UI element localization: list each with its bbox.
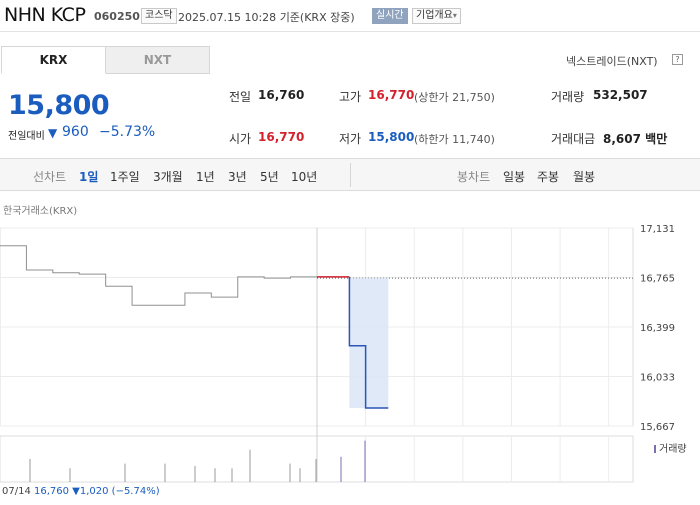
tab-nxt[interactable]: NXT: [105, 46, 210, 74]
price-chart[interactable]: 17,13116,76516,39916,03315,66707/1407/15…: [0, 215, 700, 483]
chart-toolbar: 선차트 1일 1주일 3개월 1년 3년 5년 10년 봉차트 일봉 주봉 월봉: [0, 158, 700, 191]
y-tick-label: 16,033: [640, 373, 675, 384]
y-tick-label: 17,131: [640, 224, 675, 235]
timestamp-basis: 기준(KRX 장중): [279, 11, 355, 24]
volume-legend-label: 거래량: [659, 443, 687, 455]
candle-weekly[interactable]: 주봉: [537, 170, 560, 184]
amount-number: 8,607: [603, 132, 641, 146]
volume-label: 거래량: [551, 90, 585, 104]
range-3y[interactable]: 3년: [228, 170, 247, 184]
y-tick-label: 15,667: [640, 422, 675, 433]
amount-unit: 백만: [645, 132, 668, 146]
current-price: 15,800: [8, 90, 110, 121]
timestamp-value: 2025.07.15 10:28: [178, 11, 277, 24]
amount-label: 거래대금: [551, 132, 596, 146]
footer-date: 07/14: [2, 486, 31, 497]
candle-chart-label[interactable]: 봉차트: [457, 170, 491, 184]
tab-krx[interactable]: KRX: [1, 46, 106, 74]
range-1d[interactable]: 1일: [79, 170, 99, 184]
prev-day-series: [0, 245, 317, 306]
chevron-down-icon: ▾: [452, 11, 457, 20]
y-tick-label: 16,399: [640, 323, 675, 334]
range-10y[interactable]: 10년: [291, 170, 318, 184]
range-1w[interactable]: 1주일: [110, 170, 140, 184]
today-series: [348, 276, 389, 409]
change-percent: −5.73%: [99, 124, 156, 140]
company-name: NHN KCP: [4, 4, 86, 26]
range-3m[interactable]: 3개월: [153, 170, 183, 184]
market-badge: 코스닥: [141, 8, 177, 24]
open-label: 시가: [229, 132, 252, 146]
open-value: 16,770: [258, 130, 305, 144]
volume-value: 532,507: [593, 88, 648, 102]
upper-limit: (상한가 21,750): [414, 91, 495, 104]
high-label: 고가: [339, 90, 362, 104]
range-1y[interactable]: 1년: [196, 170, 215, 184]
candle-daily[interactable]: 일봉: [503, 170, 526, 184]
low-label: 저가: [339, 132, 362, 146]
lower-limit: (하한가 11,740): [414, 133, 495, 146]
range-5y[interactable]: 5년: [260, 170, 279, 184]
stock-header: NHN KCP 060250 코스닥 2025.07.15 10:28 기준(K…: [0, 0, 700, 32]
help-icon[interactable]: ?: [672, 54, 683, 65]
prev-close-value: 16,760: [258, 88, 305, 102]
decline-fill: [349, 278, 389, 409]
chart-source: 한국거래소(KRX): [3, 206, 78, 217]
stock-code: 060250: [94, 10, 140, 23]
nextrade-link[interactable]: 넥스트레이드(NXT): [566, 55, 658, 68]
realtime-badge[interactable]: 실시간: [372, 8, 408, 24]
line-chart-label[interactable]: 선차트: [33, 170, 67, 184]
company-info-button[interactable]: 기업개요▾: [412, 8, 461, 24]
amount-value: 8,607 백만: [603, 130, 667, 147]
change-label: 전일대비: [8, 131, 45, 142]
high-value: 16,770: [368, 88, 415, 102]
change-value: 960: [62, 124, 89, 140]
company-info-label: 기업개요: [416, 10, 453, 21]
y-tick-label: 16,765: [640, 274, 675, 285]
volume-legend-swatch: [654, 445, 656, 453]
prev-close-label: 전일: [229, 90, 252, 104]
low-value: 15,800: [368, 130, 415, 144]
down-arrow-icon: ▼: [48, 126, 58, 140]
footer-prev-day-info: 16,760 ▼1,020 (−5.74%): [34, 486, 160, 497]
candle-monthly[interactable]: 월봉: [573, 170, 596, 184]
toolbar-divider: [350, 163, 351, 187]
quote-timestamp: 2025.07.15 10:28 기준(KRX 장중): [178, 9, 355, 25]
